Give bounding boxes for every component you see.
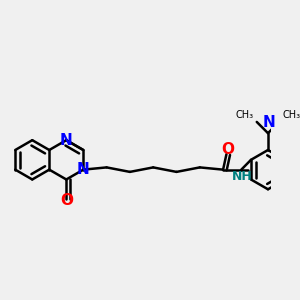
Text: CH₃: CH₃ (282, 110, 300, 120)
Text: N: N (263, 116, 276, 130)
Text: N: N (77, 162, 90, 177)
Text: O: O (221, 142, 234, 158)
Text: NH: NH (232, 170, 253, 183)
Text: CH₃: CH₃ (236, 110, 254, 120)
Text: O: O (60, 193, 73, 208)
Text: N: N (60, 133, 73, 148)
